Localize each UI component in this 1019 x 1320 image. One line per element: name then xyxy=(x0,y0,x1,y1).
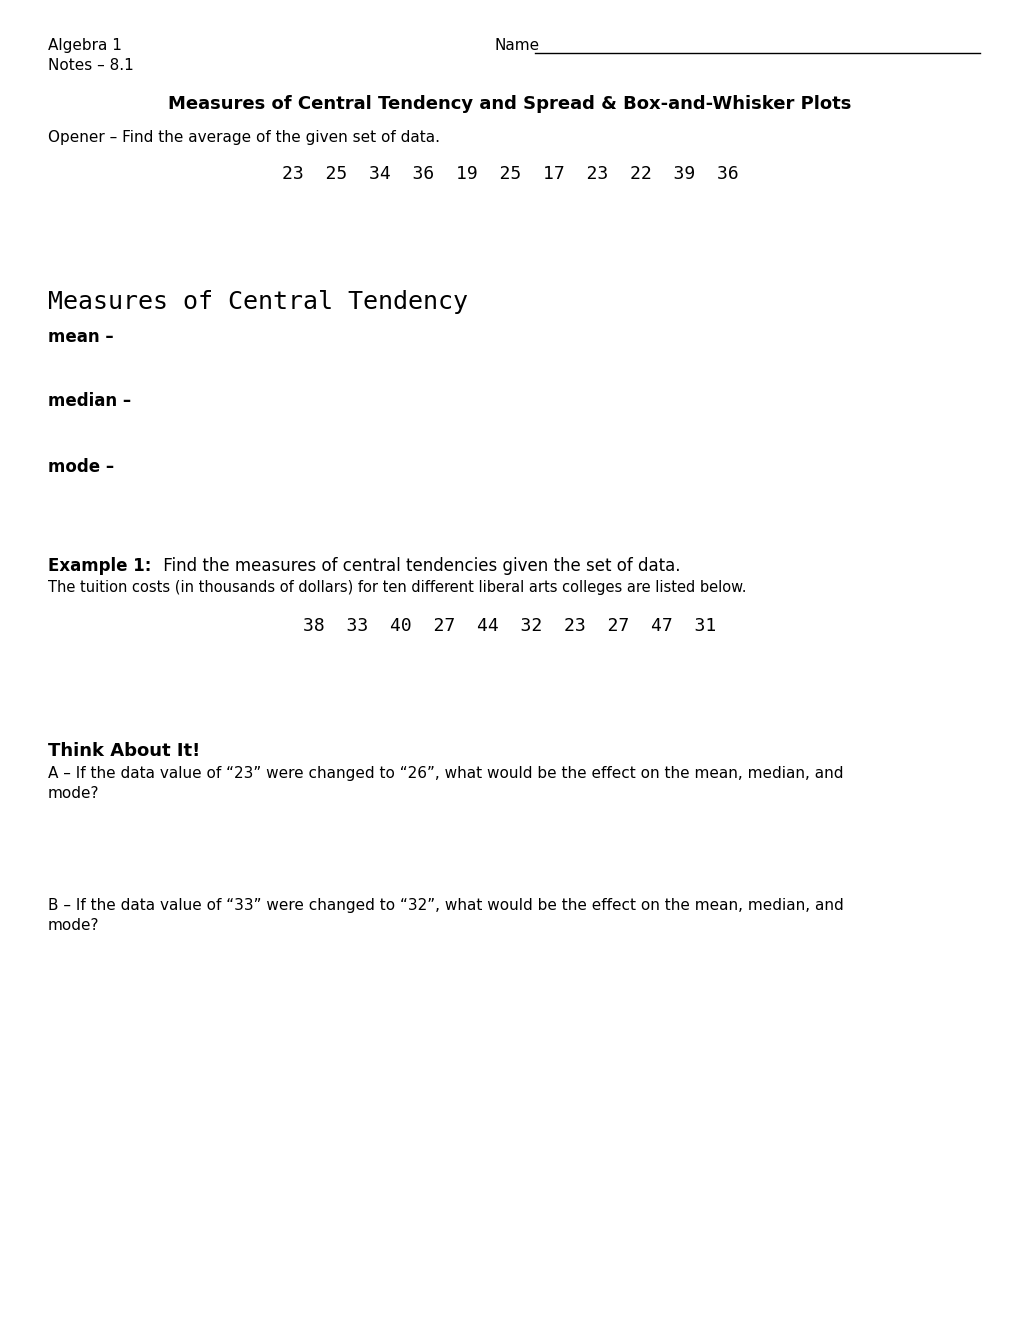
Text: The tuition costs (in thousands of dollars) for ten different liberal arts colle: The tuition costs (in thousands of dolla… xyxy=(48,579,746,595)
Text: Name: Name xyxy=(494,38,540,53)
Text: Measures of Central Tendency: Measures of Central Tendency xyxy=(48,290,468,314)
Text: 38  33  40  27  44  32  23  27  47  31: 38 33 40 27 44 32 23 27 47 31 xyxy=(303,616,716,635)
Text: Opener – Find the average of the given set of data.: Opener – Find the average of the given s… xyxy=(48,129,439,145)
Text: median –: median – xyxy=(48,392,131,411)
Text: B – If the data value of “33” were changed to “32”, what would be the effect on : B – If the data value of “33” were chang… xyxy=(48,898,843,933)
Text: Measures of Central Tendency and Spread & Box-and-Whisker Plots: Measures of Central Tendency and Spread … xyxy=(168,95,851,114)
Text: A – If the data value of “23” were changed to “26”, what would be the effect on : A – If the data value of “23” were chang… xyxy=(48,766,843,801)
Text: 23  25  34  36  19  25  17  23  22  39  36: 23 25 34 36 19 25 17 23 22 39 36 xyxy=(281,165,738,183)
Text: mode –: mode – xyxy=(48,458,114,477)
Text: Notes – 8.1: Notes – 8.1 xyxy=(48,58,133,73)
Text: Find the measures of central tendencies given the set of data.: Find the measures of central tendencies … xyxy=(158,557,680,576)
Text: mean –: mean – xyxy=(48,327,113,346)
Text: Algebra 1: Algebra 1 xyxy=(48,38,121,53)
Text: Example 1:: Example 1: xyxy=(48,557,151,576)
Text: Think About It!: Think About It! xyxy=(48,742,200,760)
